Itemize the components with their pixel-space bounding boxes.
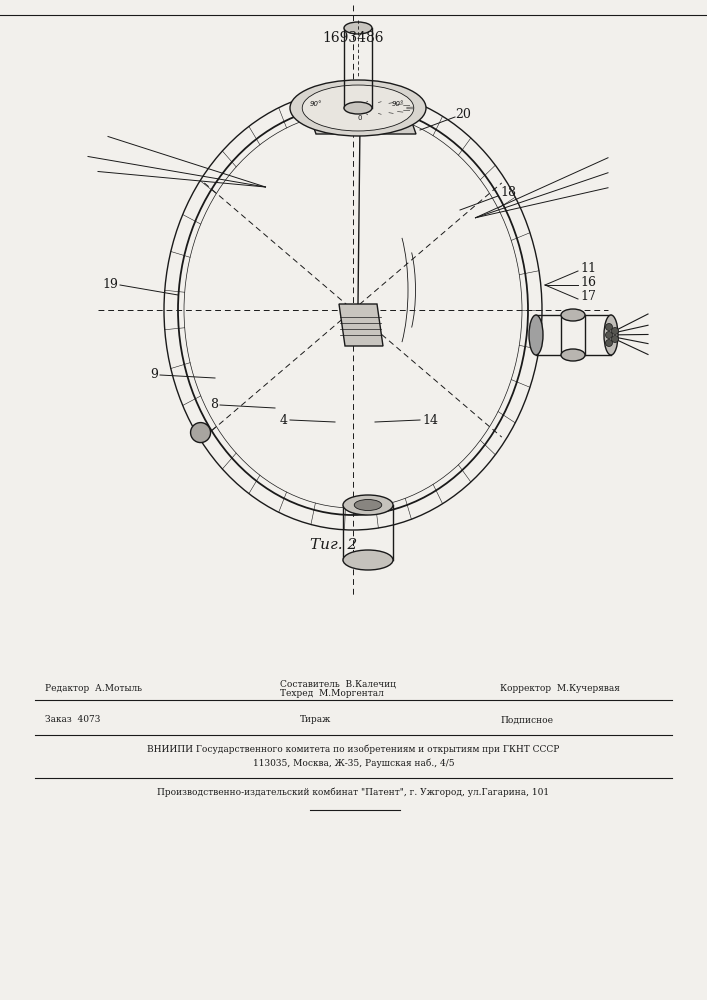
Ellipse shape bbox=[604, 315, 618, 355]
Text: 18: 18 bbox=[500, 186, 516, 200]
Text: 16: 16 bbox=[580, 275, 596, 288]
Ellipse shape bbox=[561, 309, 585, 321]
Text: 8: 8 bbox=[210, 398, 218, 412]
Text: 90°: 90° bbox=[392, 101, 404, 107]
Text: 1693486: 1693486 bbox=[323, 31, 384, 45]
Circle shape bbox=[605, 332, 612, 338]
Ellipse shape bbox=[290, 80, 426, 136]
Text: Редактор  А.Мотыль: Редактор А.Мотыль bbox=[45, 684, 142, 693]
Text: 9: 9 bbox=[150, 368, 158, 381]
Text: 4: 4 bbox=[280, 414, 288, 426]
Text: Τиг. 2: Τиг. 2 bbox=[310, 538, 357, 552]
Text: 113035, Москва, Ж-35, Раушская наб., 4/5: 113035, Москва, Ж-35, Раушская наб., 4/5 bbox=[252, 758, 455, 768]
Ellipse shape bbox=[354, 499, 382, 510]
Ellipse shape bbox=[343, 495, 393, 515]
Ellipse shape bbox=[344, 22, 372, 34]
Ellipse shape bbox=[529, 315, 543, 355]
Text: ВНИИПИ Государственного комитета по изобретениям и открытиям при ГКНТ СССР: ВНИИПИ Государственного комитета по изоб… bbox=[147, 744, 560, 754]
Ellipse shape bbox=[302, 85, 414, 131]
Polygon shape bbox=[308, 111, 416, 134]
Text: Подписное: Подписное bbox=[500, 716, 553, 724]
Text: 19: 19 bbox=[102, 278, 118, 292]
Text: 0: 0 bbox=[358, 115, 362, 121]
Circle shape bbox=[191, 423, 211, 443]
Text: Производственно-издательский комбинат "Патент", г. Ужгород, ул.Гагарина, 101: Производственно-издательский комбинат "П… bbox=[158, 787, 549, 797]
Text: Тираж: Тираж bbox=[300, 716, 332, 724]
Text: Техред  М.Моргентал: Техред М.Моргентал bbox=[280, 689, 384, 698]
Polygon shape bbox=[339, 304, 383, 346]
Text: 90°: 90° bbox=[310, 101, 322, 107]
Circle shape bbox=[605, 340, 612, 347]
Ellipse shape bbox=[343, 550, 393, 570]
Text: Заказ  4073: Заказ 4073 bbox=[45, 716, 100, 724]
Ellipse shape bbox=[561, 349, 585, 361]
Text: Составитель  В.Калечиц: Составитель В.Калечиц bbox=[280, 679, 396, 688]
Circle shape bbox=[612, 328, 619, 334]
Text: Корректор  М.Кучерявая: Корректор М.Кучерявая bbox=[500, 684, 620, 693]
Text: 17: 17 bbox=[580, 290, 596, 304]
Text: 20: 20 bbox=[455, 108, 471, 121]
Circle shape bbox=[605, 324, 612, 330]
Text: 11: 11 bbox=[580, 261, 596, 274]
Text: 14: 14 bbox=[422, 414, 438, 426]
Circle shape bbox=[612, 336, 619, 342]
Ellipse shape bbox=[344, 102, 372, 114]
